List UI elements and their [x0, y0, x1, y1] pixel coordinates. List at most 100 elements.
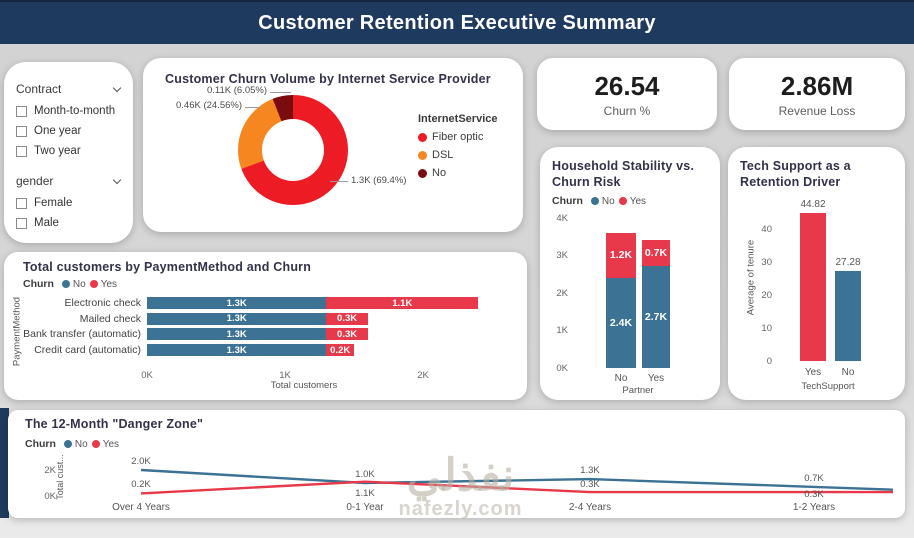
contract-slicer-title: Contract	[16, 82, 62, 96]
y-category-label: Bank transfer (automatic)	[23, 328, 141, 341]
checkbox[interactable]	[16, 197, 27, 209]
y-category-label: Electronic check	[64, 297, 141, 309]
y-tick: 2K	[556, 287, 568, 299]
x-category-label: 2-4 Years	[568, 502, 612, 513]
bar-chart: 0 10 20 30 40 44.82 Yes 27.28 No	[728, 147, 905, 400]
bar-segment-yes[interactable]	[326, 328, 368, 341]
x-category-label: 0-1 Year	[346, 502, 384, 513]
checkbox-label[interactable]: Male	[34, 217, 59, 229]
x-category-label: Yes	[647, 373, 665, 384]
slice-data-label: 0.46K (24.56%)	[175, 100, 242, 111]
checkbox-option-month-to-month[interactable]: Month-to-month	[16, 105, 123, 117]
legend-item-fiber-optic[interactable]: Fiber optic	[418, 131, 497, 143]
bar-segment-no[interactable]	[147, 328, 327, 341]
line-data-label: 0.3K	[804, 489, 824, 500]
bar-segment-no[interactable]	[147, 312, 327, 325]
line-series-yes[interactable]	[140, 480, 893, 495]
tech-support-chart-card: Tech Support as a Retention Driver Avera…	[728, 147, 905, 400]
legend-title: Churn	[25, 438, 56, 450]
bar-segment-yes[interactable]	[326, 344, 354, 357]
bar-segment-yes[interactable]	[642, 240, 670, 267]
checkbox-label[interactable]: Month-to-month	[34, 105, 116, 117]
x-category-label: No	[614, 373, 628, 384]
bar-segment-no[interactable]	[606, 277, 636, 368]
x-axis-title: Partner	[622, 385, 654, 396]
y-tick: 1K	[556, 325, 568, 337]
legend-item-yes[interactable]: Yes	[618, 195, 647, 207]
legend-label: No	[72, 278, 86, 290]
checkbox-label[interactable]: One year	[34, 125, 82, 137]
slice-data-label: 0.11K (6.05%)	[206, 85, 267, 96]
legend-item-yes[interactable]: Yes	[89, 279, 117, 290]
bar-data-label: 1.2K	[609, 249, 633, 262]
donut-legend: InternetService Fiber optic DSL No	[418, 113, 497, 179]
gender-slicer: gender Female Male	[16, 174, 123, 229]
legend: Churn No Yes	[23, 278, 117, 290]
chevron-down-icon[interactable]	[112, 175, 122, 184]
donut-hole	[262, 119, 324, 181]
callout-line	[330, 181, 348, 182]
checkbox-option-two-year[interactable]: Two year	[16, 145, 123, 157]
y-tick: 30	[761, 257, 772, 268]
x-category-label: 1-2 Years	[792, 502, 836, 513]
legend-item-no[interactable]: No	[418, 167, 497, 179]
checkbox[interactable]	[16, 217, 27, 229]
y-tick: 4K	[556, 212, 568, 224]
line-data-label: 0.3K	[580, 479, 600, 490]
kpi-value: 2.86M	[780, 70, 854, 101]
chevron-down-icon[interactable]	[112, 83, 122, 92]
kpi-churn-card: 26.54 Churn %	[537, 58, 717, 130]
checkbox-option-one-year[interactable]: One year	[16, 125, 123, 137]
y-tick: 20	[761, 290, 772, 301]
title-banner: Customer Retention Executive Summary	[0, 0, 914, 44]
kpi-revenue-card: 2.86M Revenue Loss	[729, 58, 905, 130]
checkbox-option-female[interactable]: Female	[16, 197, 123, 209]
legend-dot	[618, 197, 627, 205]
kpi-value: 26.54	[594, 70, 660, 101]
bar-segment-yes[interactable]	[606, 232, 636, 278]
kpi-label: Revenue Loss	[778, 103, 856, 118]
gender-slicer-header[interactable]: gender	[16, 174, 122, 188]
line-series-no[interactable]	[140, 468, 894, 491]
checkbox[interactable]	[16, 105, 27, 117]
bar-data-label: 2.7K	[644, 311, 668, 324]
bar-data-label: 1.3K	[226, 344, 247, 356]
legend-item-no[interactable]: No	[590, 196, 615, 207]
bar-data-label: 2.4K	[609, 316, 633, 329]
y-category-label: Mailed check	[79, 312, 141, 325]
bar-data-label: 1.3K	[226, 328, 247, 340]
donut-chart[interactable]	[238, 95, 348, 205]
stacked-bar-chart: Electronic check 1.3K 1.1K Mailed check 1.3K…	[4, 252, 527, 400]
checkbox[interactable]	[16, 145, 27, 157]
bar-data-label: 44.82	[800, 199, 826, 211]
chart-title: Tech Support as a Retention Driver	[740, 159, 851, 189]
chart-title: The 12-Month "Danger Zone"	[25, 417, 204, 431]
x-axis-title: TechSupport	[801, 381, 855, 392]
checkbox[interactable]	[16, 125, 27, 137]
bar-segment-yes[interactable]	[326, 312, 368, 325]
bar-segment-no[interactable]	[147, 297, 327, 309]
checkbox-label[interactable]: Female	[34, 197, 73, 209]
bar-segment-no[interactable]	[642, 266, 670, 368]
bar-yes[interactable]	[800, 213, 826, 361]
x-tick: 2K	[417, 370, 429, 381]
bar-data-label: 1.3K	[226, 313, 247, 325]
legend-label: Yes	[629, 195, 647, 207]
bar-segment-no[interactable]	[147, 344, 327, 357]
contract-slicer-header[interactable]: Contract	[16, 82, 122, 96]
y-tick: 2K	[44, 465, 56, 476]
y-tick: 40	[761, 224, 772, 235]
checkbox-option-male[interactable]: Male	[16, 217, 123, 229]
checkbox-label[interactable]: Two year	[34, 145, 81, 157]
legend-dot	[418, 168, 427, 178]
bar-segment-yes[interactable]	[326, 297, 479, 309]
legend-item-dsl[interactable]: DSL	[418, 149, 497, 161]
bar-no[interactable]	[835, 270, 861, 361]
chart-title: Household Stability vs. Churn Risk	[552, 159, 695, 189]
line-data-label: 1.3K	[580, 465, 600, 476]
legend-item-no[interactable]: No	[63, 439, 88, 450]
contract-options: Month-to-month One year Two year	[16, 105, 123, 157]
line-data-label: 0.7K	[804, 473, 824, 484]
legend-item-no[interactable]: No	[61, 278, 86, 290]
legend-item-yes[interactable]: Yes	[91, 439, 119, 450]
